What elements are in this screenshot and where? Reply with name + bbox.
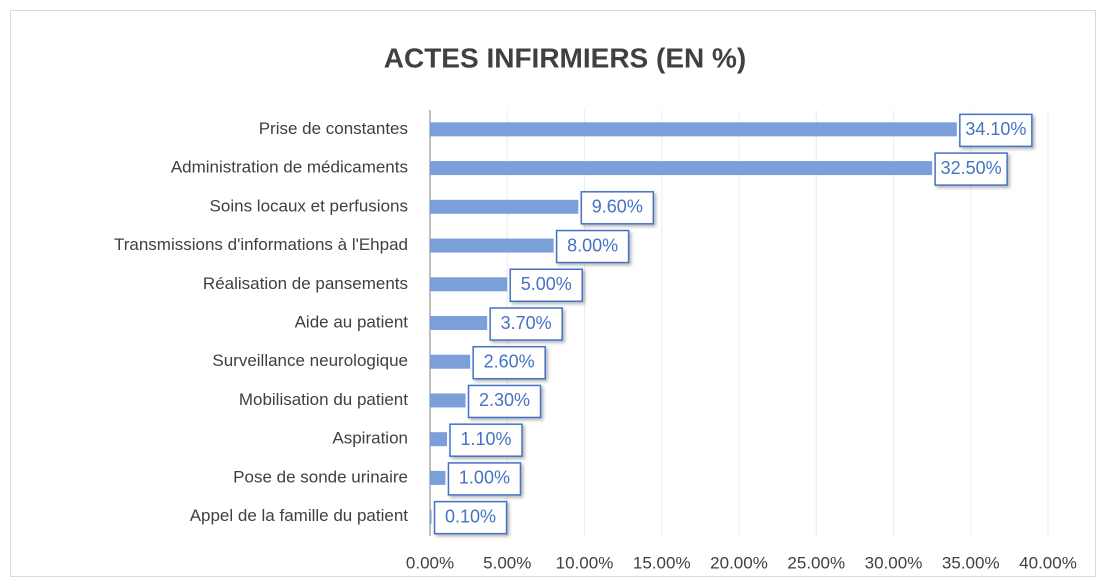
x-tick-label: 5.00% bbox=[483, 553, 531, 572]
data-label: 2.60% bbox=[484, 351, 535, 371]
y-tick-label: Transmissions d'informations à l'Ehpad bbox=[114, 235, 408, 254]
y-tick-label: Prise de constantes bbox=[259, 119, 408, 138]
y-tick-label: Réalisation de pansements bbox=[203, 274, 408, 293]
x-tick-label: 10.00% bbox=[556, 553, 614, 572]
bar bbox=[430, 277, 508, 292]
data-label-box bbox=[555, 229, 630, 264]
data-label-box bbox=[472, 345, 546, 380]
bar bbox=[430, 354, 471, 369]
data-label: 9.60% bbox=[592, 197, 643, 217]
data-label-box bbox=[580, 191, 655, 225]
data-label: 2.30% bbox=[479, 390, 530, 410]
y-tick-label: Surveillance neurologique bbox=[212, 351, 408, 370]
data-label-box bbox=[467, 384, 542, 419]
x-tick-label: 35.00% bbox=[942, 553, 1000, 572]
bar bbox=[430, 316, 488, 330]
x-tick-label: 0.00% bbox=[406, 553, 454, 572]
data-label: 1.10% bbox=[460, 429, 511, 449]
bar bbox=[430, 238, 554, 253]
data-label-box bbox=[447, 462, 522, 496]
data-label-box bbox=[489, 307, 563, 341]
bar bbox=[430, 432, 447, 447]
data-label: 34.10% bbox=[965, 119, 1026, 139]
y-tick-label: Pose de sonde urinaire bbox=[233, 467, 408, 486]
x-tick-label: 15.00% bbox=[633, 553, 691, 572]
data-label: 8.00% bbox=[567, 235, 618, 255]
bar bbox=[430, 393, 466, 408]
x-tick-label: 30.00% bbox=[865, 553, 923, 572]
data-label-box bbox=[449, 423, 523, 457]
data-label: 32.50% bbox=[941, 158, 1002, 178]
data-label-box bbox=[934, 152, 1008, 186]
y-tick-label: Aide au patient bbox=[295, 312, 409, 331]
data-label-box bbox=[509, 268, 583, 303]
bar bbox=[430, 509, 432, 524]
y-tick-label: Administration de médicaments bbox=[171, 158, 408, 177]
y-tick-label: Soins locaux et perfusions bbox=[210, 196, 408, 215]
y-tick-label: Mobilisation du patient bbox=[239, 390, 408, 409]
data-label: 5.00% bbox=[521, 274, 572, 294]
chart-title: ACTES INFIRMIERS (EN %) bbox=[384, 42, 746, 73]
data-label: 3.70% bbox=[501, 313, 552, 333]
x-tick-label: 25.00% bbox=[787, 553, 845, 572]
data-label-box bbox=[959, 113, 1033, 148]
y-tick-label: Aspiration bbox=[332, 429, 408, 448]
bar bbox=[430, 470, 446, 485]
bar bbox=[430, 122, 957, 137]
x-tick-label: 20.00% bbox=[710, 553, 768, 572]
data-label-box bbox=[433, 500, 508, 535]
x-tick-label: 40.00% bbox=[1019, 553, 1077, 572]
bar bbox=[430, 161, 933, 176]
bar bbox=[430, 199, 579, 214]
data-label: 1.00% bbox=[459, 468, 510, 488]
data-label: 0.10% bbox=[445, 506, 496, 526]
y-tick-label: Appel de la famille du patient bbox=[190, 506, 409, 525]
